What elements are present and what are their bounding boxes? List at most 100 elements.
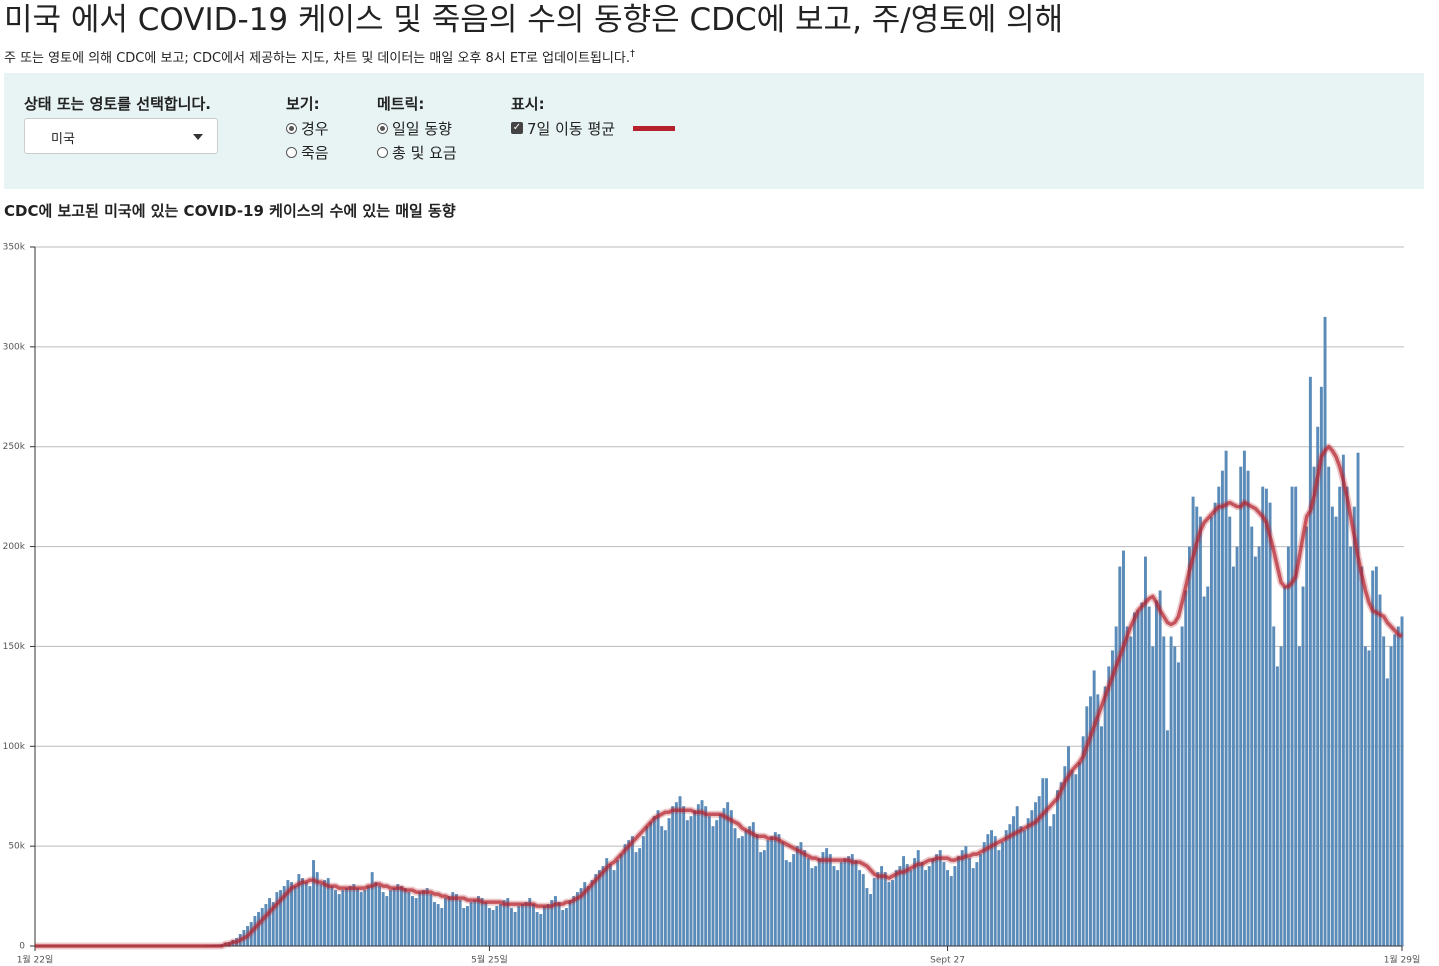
bar	[993, 836, 997, 946]
chart: 0 50k 100k 150k 200k 250k 300k 350k 1월 22일 5월 25일…	[3, 243, 1421, 966]
region-label: 상태 또는 영토를 선택합니다.	[24, 95, 211, 113]
bar	[792, 854, 796, 946]
bar	[1154, 600, 1158, 946]
bar	[1363, 646, 1367, 946]
bar	[674, 802, 678, 946]
bar	[451, 892, 455, 946]
bar	[825, 848, 829, 946]
bar	[1378, 594, 1382, 946]
bar	[854, 860, 858, 946]
bar	[1327, 466, 1331, 946]
bar	[1063, 766, 1067, 946]
footnote-mark[interactable]: †	[629, 48, 635, 60]
bars	[194, 316, 1404, 946]
bar	[935, 854, 939, 946]
bar	[509, 908, 513, 946]
bar	[572, 896, 576, 946]
bar	[887, 882, 891, 946]
bar	[865, 888, 869, 946]
region-select[interactable]: 미국	[24, 118, 218, 154]
bar	[1338, 486, 1342, 946]
bar	[1081, 736, 1085, 946]
bar	[1122, 550, 1125, 946]
bar	[1195, 506, 1199, 946]
bar	[1264, 488, 1268, 946]
bar	[271, 902, 275, 946]
bar	[1165, 730, 1169, 946]
bar	[660, 826, 664, 946]
bar	[1272, 626, 1276, 946]
chart-title: CDC에 보고된 미국에 있는 COVID-19 케이스의 수에 있는 매일 동…	[4, 202, 456, 220]
bar	[759, 852, 763, 946]
bar	[550, 900, 554, 946]
bar	[1202, 596, 1206, 946]
bar	[1001, 842, 1004, 946]
bar	[414, 898, 418, 946]
bar	[916, 850, 920, 946]
bar	[685, 820, 689, 946]
bar	[601, 866, 605, 946]
moving-average-toggle[interactable]: ✓ 7일 이동 평균	[511, 116, 676, 140]
bar	[997, 850, 1001, 946]
bar	[315, 872, 319, 946]
bar	[286, 880, 290, 946]
bar	[1261, 486, 1265, 946]
radio[interactable]	[377, 146, 388, 158]
bar	[799, 842, 803, 946]
bar	[1235, 546, 1239, 946]
bar	[1103, 686, 1107, 946]
bar	[374, 882, 378, 946]
bar	[693, 810, 697, 946]
bar	[1341, 454, 1345, 946]
bar	[1396, 626, 1400, 946]
metric-option[interactable]: 총 및 요금	[377, 140, 457, 164]
bar	[308, 886, 312, 946]
bar	[476, 896, 480, 946]
bar	[652, 816, 656, 946]
metric-options: 일일 동향 총 및 요금	[377, 116, 457, 164]
bar	[1345, 486, 1349, 946]
checkbox[interactable]: ✓	[511, 122, 523, 134]
bar	[1290, 486, 1294, 946]
view-option[interactable]: 죽음	[286, 140, 329, 164]
option-label: 총 및 요금	[392, 143, 457, 162]
bar	[1030, 810, 1034, 946]
bar	[1078, 762, 1081, 946]
bar	[1019, 826, 1023, 946]
radio[interactable]	[286, 122, 297, 134]
option-label: 죽음	[301, 143, 329, 162]
bar	[1250, 526, 1254, 946]
bar	[623, 844, 627, 946]
radio[interactable]	[377, 122, 388, 134]
bar	[953, 866, 957, 946]
controls-panel: 상태 또는 영토를 선택합니다. 미국 보기: 경우 죽음 메트릭: 일일 동향…	[4, 73, 1424, 189]
bar	[260, 908, 264, 946]
bar	[564, 908, 568, 946]
x-tick-label: 5월 25일	[471, 954, 508, 966]
bar	[531, 904, 535, 946]
bar	[634, 852, 638, 946]
bar	[1023, 830, 1026, 946]
bar	[279, 890, 283, 946]
bar	[755, 834, 759, 946]
bar	[1301, 586, 1305, 946]
bar	[1056, 790, 1059, 946]
y-tick-label: 0	[19, 942, 25, 952]
bar	[389, 890, 392, 946]
bar	[744, 830, 748, 946]
view-option[interactable]: 경우	[286, 116, 329, 140]
radio[interactable]	[286, 146, 297, 158]
bar	[590, 880, 594, 946]
bar	[444, 898, 447, 946]
y-tick-label: 200k	[3, 542, 26, 552]
bar	[1074, 774, 1078, 946]
legend-label: 7일 이동 평균	[527, 119, 616, 138]
bar	[290, 882, 294, 946]
bar	[1334, 516, 1338, 946]
bar	[422, 890, 425, 946]
metric-option[interactable]: 일일 동향	[377, 116, 457, 140]
bar	[495, 906, 499, 946]
bar	[275, 892, 279, 946]
bar	[1352, 506, 1356, 946]
bar	[784, 860, 788, 946]
